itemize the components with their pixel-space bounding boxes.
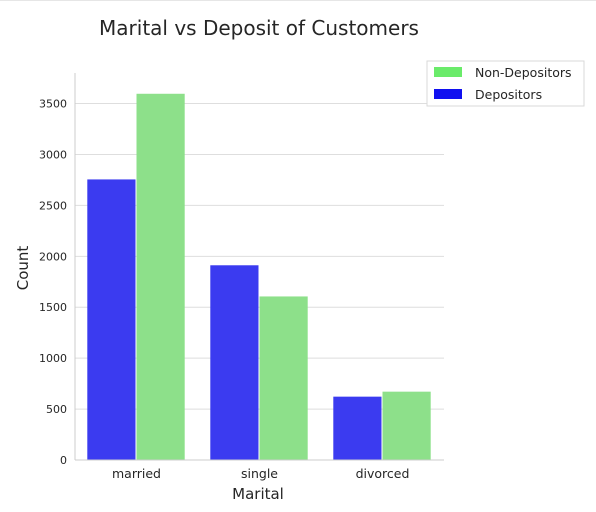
top-divider — [0, 0, 596, 1]
y-axis-ticks: 0 500 1000 1500 2000 2500 3000 3500 — [39, 98, 67, 467]
y-tick-label: 2000 — [39, 250, 67, 263]
legend: Non-Depositors Depositors — [426, 60, 585, 107]
bar-depositors-single — [210, 265, 259, 460]
y-tick-label: 500 — [46, 403, 67, 416]
x-category-label: divorced — [356, 466, 410, 481]
y-tick-label: 2500 — [39, 199, 67, 212]
x-category-label: single — [241, 466, 278, 481]
y-tick-label: 1000 — [39, 352, 67, 365]
y-tick-label: 3000 — [39, 148, 67, 161]
bar-depositors-married — [87, 179, 136, 461]
legend-label-depositors: Depositors — [475, 87, 542, 102]
y-tick-label: 1500 — [39, 301, 67, 314]
y-tick-label: 3500 — [39, 98, 67, 111]
legend-swatch-depositors — [434, 89, 462, 99]
bar-non-depositors-married — [136, 93, 185, 460]
legend-swatch-non-depositors — [434, 67, 462, 77]
bar-depositors-divorced — [333, 396, 382, 460]
x-axis-label: Marital — [232, 485, 284, 503]
bar-non-depositors-single — [259, 296, 308, 460]
bars — [87, 93, 431, 461]
y-tick-label: 0 — [60, 454, 67, 467]
y-axis-label: Count — [14, 246, 32, 291]
legend-label-non-depositors: Non-Depositors — [475, 65, 572, 80]
bar-non-depositors-divorced — [382, 391, 431, 460]
x-axis-categories: married single divorced — [112, 466, 409, 481]
x-category-label: married — [112, 466, 161, 481]
chart-title: Marital vs Deposit of Customers — [99, 16, 419, 40]
